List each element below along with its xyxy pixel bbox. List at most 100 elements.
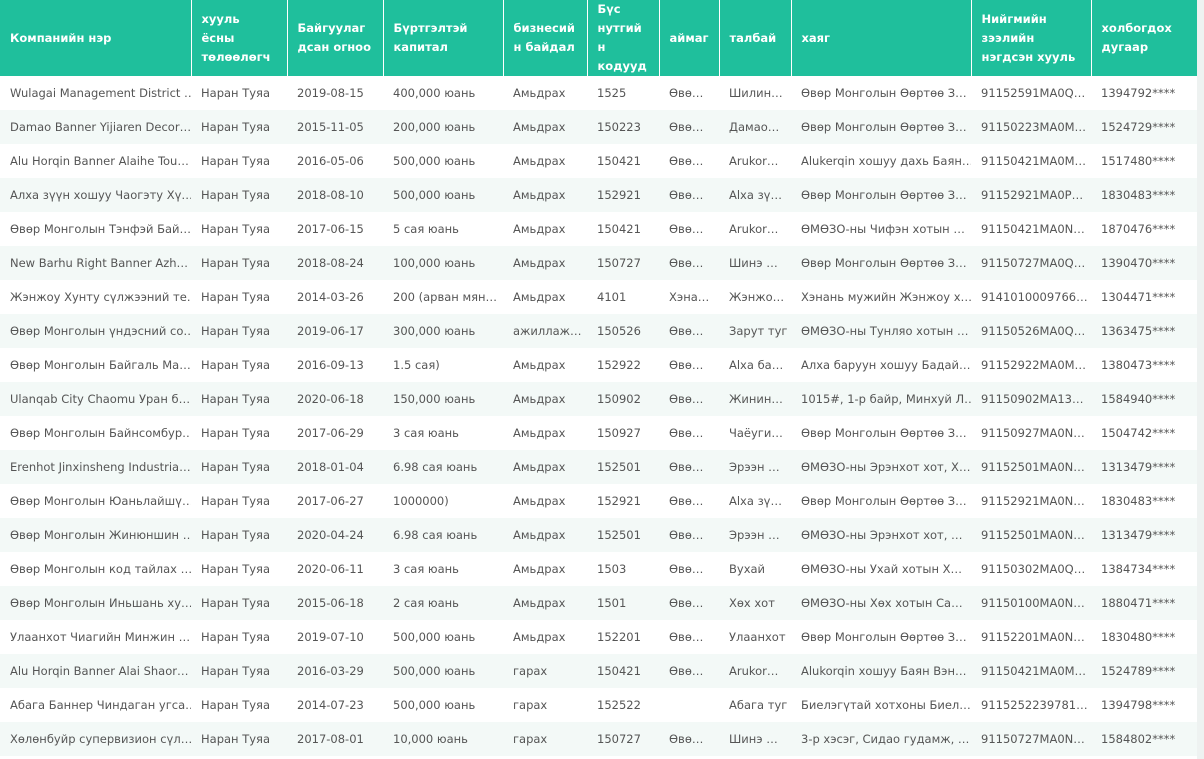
table-cell: Наран Туяа xyxy=(191,654,287,688)
table-cell: 1313479**** xyxy=(1091,518,1197,552)
table-cell: Улаанхот Чиагийн Минжин … xyxy=(10,630,191,644)
table-cell: Өвөр Монголын Өөртөө З… xyxy=(801,86,967,100)
table-cell: 500,000 юань xyxy=(393,154,476,168)
table-cell: 91152501MA0N… xyxy=(971,518,1091,552)
table-row: Wulagai Management District … Наран Туяа 2… xyxy=(0,76,1197,110)
table-cell: Жэнжоу Хунту сүлжээний те… xyxy=(10,290,191,304)
table-cell: Биелэгүтай хотхоны Биел… xyxy=(801,698,971,712)
table-cell: 1517480**** xyxy=(1101,154,1176,168)
table-cell: Амьдрах xyxy=(503,518,587,552)
table-cell: 100,000 юань xyxy=(383,246,503,280)
table-cell: 400,000 юань xyxy=(393,86,476,100)
table-cell: Өвөр Монголын Өөртөө З… xyxy=(801,630,967,644)
table-row: Өвөр Монголын Байгаль Ма… Наран Туяа 2016-… xyxy=(0,348,1197,382)
table-cell: Damao Banner Yijiaren Decor… xyxy=(0,110,191,144)
table-cell: 91150421MA0M… xyxy=(971,654,1091,688)
table-cell: ӨМӨЗО-ны Эрэнхот хот, … xyxy=(791,518,971,552)
table-row: Жэнжоу Хунту сүлжээний те… Наран Туяа 2014… xyxy=(0,280,1197,314)
table-cell: Наран Туяа xyxy=(191,110,287,144)
column-header: хаяг xyxy=(791,0,972,76)
table-cell: Амьдрах xyxy=(503,246,587,280)
table-cell: Эрээн … xyxy=(719,450,791,484)
table-cell: 91152922MA0M… xyxy=(981,358,1087,372)
table-cell: 2015-11-05 xyxy=(287,110,383,144)
table-cell: 200,000 юань xyxy=(383,110,503,144)
column-header: Бүс нутгийн кодууд xyxy=(587,0,660,76)
table-cell: Өвө… xyxy=(659,314,719,348)
table-cell: Хэна… xyxy=(669,290,710,304)
table-row: Алха зүүн хошуу Чаогэту Хү… Наран Туяа 201… xyxy=(0,178,1197,212)
table-cell: Өвө… xyxy=(659,246,719,280)
table-cell: 150421 xyxy=(597,154,641,168)
table-cell: 1504742**** xyxy=(1101,426,1176,440)
table-cell: Амьдрах xyxy=(503,586,587,620)
table-cell: Амьдрах xyxy=(513,426,566,440)
table-cell: 150421 xyxy=(587,654,659,688)
table-cell: 1524729**** xyxy=(1091,110,1197,144)
table-cell: Наран Туяа xyxy=(191,314,287,348)
table-cell: ӨМӨЗО-ны Тунляо хотын … xyxy=(791,314,971,348)
table-cell: Алха баруун хошуу Бадай… xyxy=(801,358,971,372)
table-row: Өвөр Монголын Жинюншин … Наран Туяа 2020-0… xyxy=(0,518,1197,552)
table-cell: 1830483**** xyxy=(1101,494,1176,508)
table-cell: Өвөр Монголын Жинюншин … xyxy=(0,518,191,552)
table-row: Alu Horqin Banner Alaihe Tou… Наран Туяа 2… xyxy=(0,144,1197,178)
table-cell: 2 сая юань xyxy=(383,586,503,620)
table-cell: 150421 xyxy=(597,222,641,236)
table-cell: 91150727MA0Q… xyxy=(971,246,1091,280)
table-cell: 91150302MA0Q… xyxy=(981,562,1086,576)
table-cell: 91150526MA0Q… xyxy=(971,314,1091,348)
table-cell: Өвөр Монголын Өөртөө З… xyxy=(791,178,971,212)
table-row: Damao Banner Yijiaren Decor… Наран Туяа 20… xyxy=(0,110,1197,144)
table-cell: 1380473**** xyxy=(1101,358,1176,372)
table-cell: 2015-06-18 xyxy=(287,586,383,620)
table-cell: 150,000 юань xyxy=(383,382,503,416)
table-cell: Амьдрах xyxy=(513,86,566,100)
table-cell: Амьдрах xyxy=(513,290,566,304)
table-cell: 1363475**** xyxy=(1091,314,1197,348)
table-cell: Шинэ … xyxy=(719,246,791,280)
table-cell: 5 сая юань xyxy=(393,222,459,236)
table-cell: 2017-08-01 xyxy=(287,722,383,756)
table-row: Өвөр Монголын үндэсний со… Наран Туяа 2019… xyxy=(0,314,1197,348)
table-cell: Arukor… xyxy=(729,222,779,236)
table-cell: Наран Туяа xyxy=(201,426,271,440)
table-cell: 150727 xyxy=(587,246,659,280)
table-cell: Arukor… xyxy=(729,154,779,168)
table-cell: 1000000) xyxy=(393,494,449,508)
table-cell: 91150421MA0M… xyxy=(981,154,1087,168)
table-cell: 2018-08-10 xyxy=(287,178,383,212)
table-cell: Чаёуги… xyxy=(729,426,783,440)
table-cell: Наран Туяа xyxy=(201,358,271,372)
table-cell: 1584940**** xyxy=(1091,382,1197,416)
table-cell: 9141010009766… xyxy=(981,290,1088,304)
table-cell: 152522 xyxy=(597,698,641,712)
table-cell: 2018-01-04 xyxy=(287,450,383,484)
table-cell: Наран Туяа xyxy=(191,246,287,280)
table-cell: Өвө… xyxy=(669,222,704,236)
table-cell: гарах xyxy=(503,722,587,756)
table-cell: Өвөр Монголын үндэсний со… xyxy=(0,314,191,348)
table-cell: 500,000 юань xyxy=(383,654,503,688)
table-cell: Өвөр Монголын Өөртөө З… xyxy=(801,494,967,508)
table-cell: 1830480**** xyxy=(1101,630,1176,644)
table-cell: Өвө… xyxy=(659,518,719,552)
table-cell: гарах xyxy=(513,698,548,712)
table-cell: 150902 xyxy=(587,382,659,416)
table-cell: 91152921MA0N… xyxy=(981,494,1085,508)
table-cell: Амьдрах xyxy=(503,382,587,416)
table-cell: 6.98 сая юань xyxy=(383,518,503,552)
table-cell: 1313479**** xyxy=(1091,450,1197,484)
column-header: Байгуулагдсан огноо xyxy=(287,0,384,76)
table-cell: Өвө… xyxy=(669,358,704,372)
column-header: бизнесийн байдал xyxy=(503,0,588,76)
table-cell: 152922 xyxy=(597,358,641,372)
table-cell: 1015#, 1-р байр, Минхуй Л… xyxy=(791,382,971,416)
table-cell: Наран Туяа xyxy=(201,222,271,236)
table-cell: 3-р хэсэг, Сидао гудамж, … xyxy=(791,722,971,756)
table-cell: Erenhot Jinxinsheng Industria… xyxy=(0,450,191,484)
table-cell: 1394792**** xyxy=(1101,86,1176,100)
table-cell: ӨМӨЗО-ны Чифэн хотын … xyxy=(801,222,965,236)
table-cell: 500,000 юань xyxy=(383,178,503,212)
